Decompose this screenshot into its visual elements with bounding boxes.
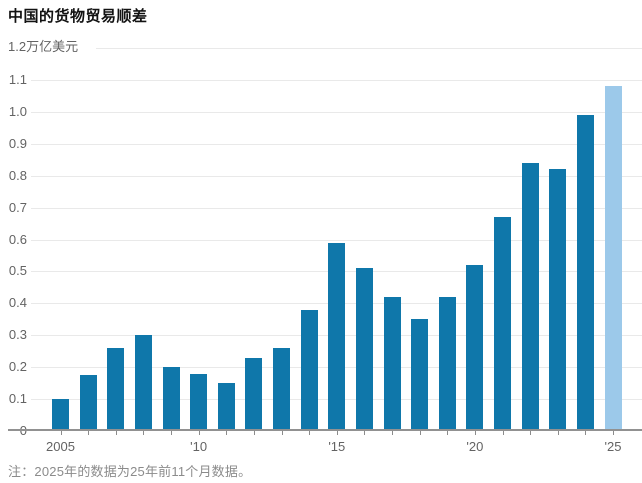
y-tick-label-0.8: 0.8 xyxy=(8,168,27,183)
bar-2015 xyxy=(328,242,346,431)
y-tick-label-0.3: 0.3 xyxy=(8,327,27,342)
x-tick-label-2005: 2005 xyxy=(46,439,75,454)
x-axis-tick-2019 xyxy=(447,431,448,435)
gridline xyxy=(31,176,642,177)
x-axis-tick-2021 xyxy=(503,431,504,435)
x-axis-tick-2020 xyxy=(475,431,476,435)
bar-2010 xyxy=(190,373,208,431)
bar-2014 xyxy=(300,309,318,431)
x-tick-label-2025: '25 xyxy=(604,439,622,454)
x-axis-tick-2024 xyxy=(585,431,586,435)
gridline xyxy=(31,80,642,81)
x-axis-tick-2006 xyxy=(88,431,89,435)
x-axis-tick-2015 xyxy=(337,431,338,435)
gridline xyxy=(31,208,642,209)
x-axis-tick-2023 xyxy=(558,431,559,435)
bar-2013 xyxy=(273,348,290,431)
x-axis-tick-2025 xyxy=(613,431,614,435)
gridline xyxy=(31,144,642,145)
y-tick-label-1.1: 1.1 xyxy=(8,72,27,87)
x-tick-label-2015: '15 xyxy=(328,439,346,454)
bar-2006 xyxy=(79,375,97,431)
x-axis-line xyxy=(8,429,642,431)
bar-2017 xyxy=(383,297,401,431)
gridline xyxy=(31,112,642,113)
gridline xyxy=(31,240,642,241)
bar-2025 xyxy=(604,86,622,431)
bar-2021 xyxy=(494,217,511,431)
bar-2024 xyxy=(576,115,594,431)
y-tick-label-0.1: 0.1 xyxy=(8,391,27,406)
x-axis-tick-2008 xyxy=(143,431,144,435)
bar-2023 xyxy=(549,169,567,431)
x-axis-tick-2016 xyxy=(364,431,365,435)
footnote: 注：2025年的数据为25年前11个月数据。 xyxy=(8,464,252,479)
y-tick-label-0.5: 0.5 xyxy=(8,263,27,278)
bar-2008 xyxy=(134,335,152,432)
y-tick-label-0.6: 0.6 xyxy=(8,232,27,247)
bar-2012 xyxy=(245,357,263,431)
x-axis-tick-2022 xyxy=(530,431,531,435)
bar-2016 xyxy=(355,268,373,431)
y-tick-label-0: 0 xyxy=(0,424,27,438)
x-tick-label-2010: '10 xyxy=(190,439,208,454)
y-tick-label-0.9: 0.9 xyxy=(8,136,27,151)
x-axis-tick-2013 xyxy=(282,431,283,435)
bar-2020 xyxy=(466,265,484,431)
bar-2011 xyxy=(217,383,235,431)
y-axis-unit-label: 1.2万亿美元 xyxy=(8,39,79,54)
gridline xyxy=(96,48,642,49)
y-tick-label-0.4: 0.4 xyxy=(8,295,27,310)
y-tick-label-0.2: 0.2 xyxy=(8,359,27,374)
x-axis-tick-2018 xyxy=(420,431,421,435)
y-tick-label-1.0: 1.0 xyxy=(8,104,27,119)
bar-2007 xyxy=(107,348,125,431)
bar-2018 xyxy=(411,319,429,431)
bar-2022 xyxy=(521,162,539,431)
bar-2009 xyxy=(162,367,180,431)
x-axis-tick-2012 xyxy=(254,431,255,435)
x-axis-tick-2007 xyxy=(116,431,117,435)
bar-2005 xyxy=(52,399,69,431)
x-axis-tick-2009 xyxy=(171,431,172,435)
x-tick-label-2020: '20 xyxy=(466,439,484,454)
x-axis-tick-2017 xyxy=(392,431,393,435)
x-axis-tick-2014 xyxy=(309,431,310,435)
chart-title: 中国的货物贸易顺差 xyxy=(8,8,148,25)
x-axis-tick-2005 xyxy=(61,431,62,435)
x-axis-tick-2011 xyxy=(226,431,227,435)
x-axis-tick-2010 xyxy=(199,431,200,435)
bar-2019 xyxy=(438,297,456,431)
y-tick-label-0.7: 0.7 xyxy=(8,200,27,215)
